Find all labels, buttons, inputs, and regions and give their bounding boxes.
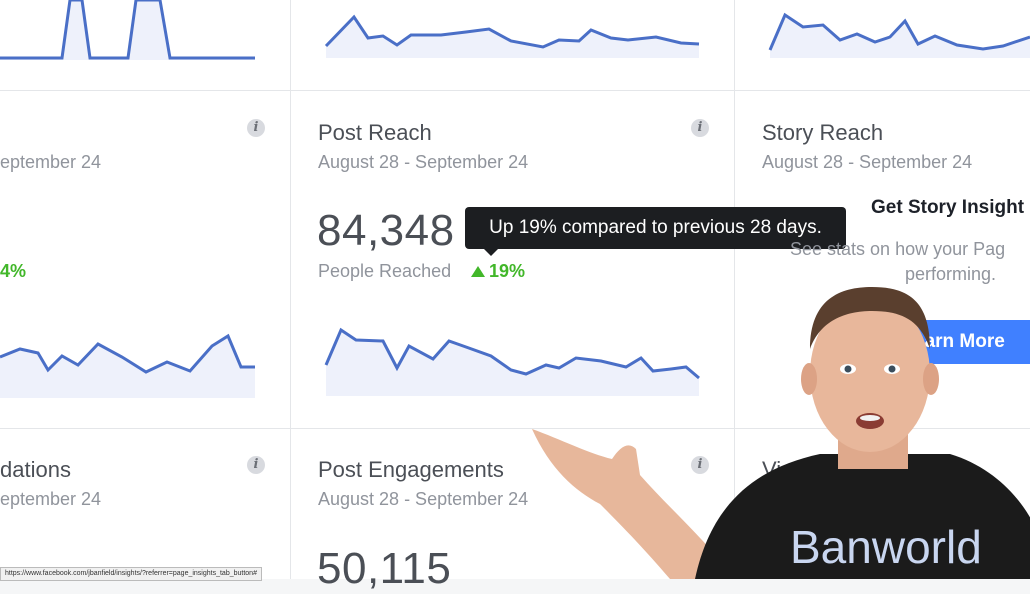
top-middle-sparkline xyxy=(324,14,700,58)
info-icon[interactable]: i xyxy=(691,119,709,137)
top-right-sparkline xyxy=(768,12,1030,58)
shirt-text: Banworld xyxy=(790,521,982,573)
info-icon[interactable]: i xyxy=(247,119,265,137)
info-icon[interactable]: i xyxy=(691,456,709,474)
card-title: dations xyxy=(0,457,71,482)
change-tooltip: Up 19% compared to previous 28 days. xyxy=(465,207,846,249)
story-insights-title: Get Story Insight xyxy=(871,197,1025,218)
story-insights-text: See stats on how your Pag xyxy=(790,239,1006,259)
row-divider xyxy=(0,428,1030,429)
post-reach-value: 84,348 xyxy=(317,206,455,255)
presenter-video xyxy=(532,287,1030,579)
post-engagements-value: 50,115 xyxy=(317,544,452,593)
card-column-left xyxy=(0,0,290,579)
story-reach-date: August 28 - September 24 xyxy=(762,152,973,172)
left-card-sparkline xyxy=(0,333,255,398)
story-insights-text: performing. xyxy=(905,264,997,284)
column-divider xyxy=(734,0,735,579)
story-reach-title: Story Reach xyxy=(762,120,884,145)
post-reach-label: People Reached xyxy=(318,261,452,281)
tooltip-arrow xyxy=(484,249,498,256)
up-arrow-icon xyxy=(471,266,485,277)
post-reach-sparkline xyxy=(324,327,700,396)
card-column-middle xyxy=(291,0,734,579)
row-divider xyxy=(0,90,1030,91)
info-icon[interactable]: i xyxy=(247,456,265,474)
card-date: eptember 24 xyxy=(0,489,102,509)
card-date: eptember 24 xyxy=(0,152,102,172)
top-left-sparkline xyxy=(0,0,255,60)
post-reach-date: August 28 - September 24 xyxy=(318,152,529,172)
post-engagements-date: August 28 - September 24 xyxy=(318,489,529,509)
post-reach-change: 19% xyxy=(489,261,526,281)
column-divider xyxy=(290,0,291,579)
change-percent: 4% xyxy=(0,261,27,281)
post-reach-title: Post Reach xyxy=(318,120,432,145)
post-engagements-title: Post Engagements xyxy=(318,457,504,482)
